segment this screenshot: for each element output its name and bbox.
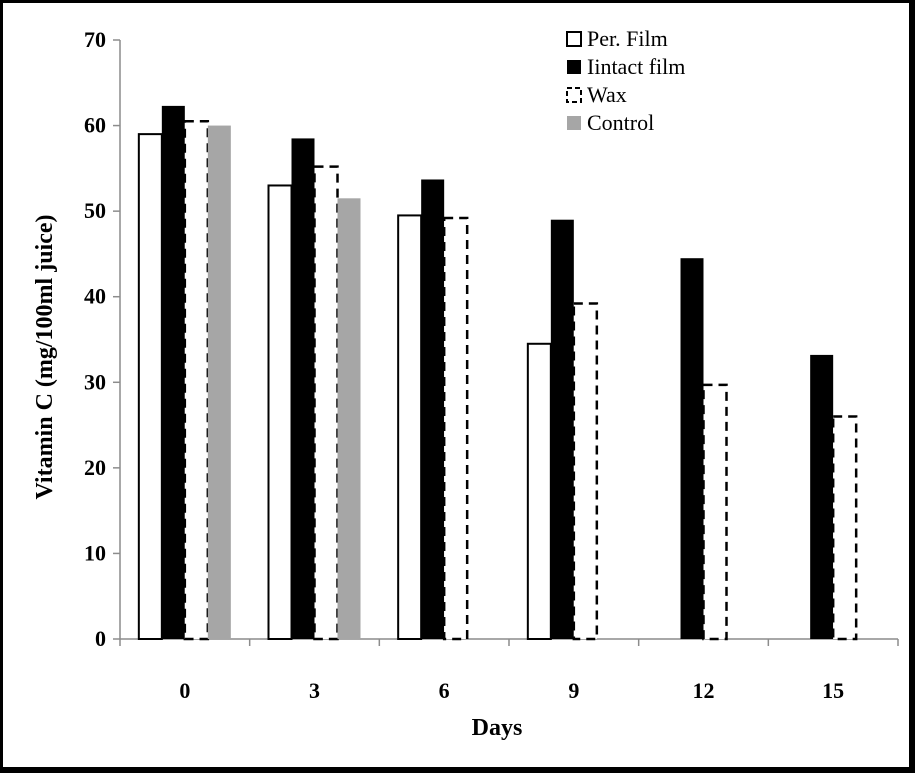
y-axis-title: Vitamin C (mg/100ml juice)	[32, 214, 58, 499]
bar-per-film	[267, 184, 293, 640]
bar-control	[207, 125, 231, 640]
x-tick-label: 12	[693, 678, 715, 703]
bar-wax	[831, 415, 858, 641]
bar-iintact-film	[810, 354, 834, 639]
bar-iintact-film	[550, 219, 574, 639]
legend-label: Per. Film	[587, 26, 668, 51]
y-tick-label: 0	[95, 626, 106, 651]
legend-label: Wax	[587, 82, 627, 107]
legend-swatch	[566, 87, 582, 103]
x-tick-label: 9	[568, 678, 579, 703]
y-tick-label: 50	[84, 198, 106, 223]
bar-per-film	[137, 133, 163, 640]
bar-wax	[572, 302, 599, 641]
bar-wax	[442, 216, 469, 641]
y-tick-label: 30	[84, 369, 106, 394]
y-axis: 0 10 20 30 40 50 60 70	[84, 27, 121, 651]
y-tick-label: 20	[84, 455, 106, 480]
legend-swatch	[567, 60, 581, 74]
bar-iintact-film	[680, 258, 704, 639]
bar-wax	[183, 120, 210, 641]
legend-swatch	[567, 116, 581, 130]
x-tick-label: 6	[439, 678, 450, 703]
bar-iintact-film	[161, 105, 185, 639]
bar-wax	[313, 165, 339, 641]
legend: Per. Film Iintact film Wax Control	[566, 26, 685, 135]
x-tick-label: 15	[822, 678, 844, 703]
legend-swatch	[566, 31, 582, 47]
y-tick-label: 10	[84, 540, 106, 565]
bars	[137, 105, 858, 641]
x-tick-label: 3	[309, 678, 320, 703]
bar-iintact-film	[421, 179, 445, 639]
bar-iintact-film	[291, 138, 315, 639]
bar-wax	[702, 383, 728, 641]
legend-label: Control	[587, 110, 654, 135]
bar-control	[337, 198, 361, 640]
y-tick-label: 40	[84, 284, 106, 309]
x-axis-title: Days	[472, 715, 523, 741]
legend-label: Iintact film	[587, 54, 685, 79]
y-tick-label: 70	[84, 27, 106, 52]
x-axis: 0 3 6 9 12 15	[119, 638, 899, 703]
x-tick-label: 0	[179, 678, 190, 703]
y-tick-label: 60	[84, 113, 106, 138]
bar-per-film	[397, 214, 423, 641]
bar-per-film	[526, 342, 552, 640]
